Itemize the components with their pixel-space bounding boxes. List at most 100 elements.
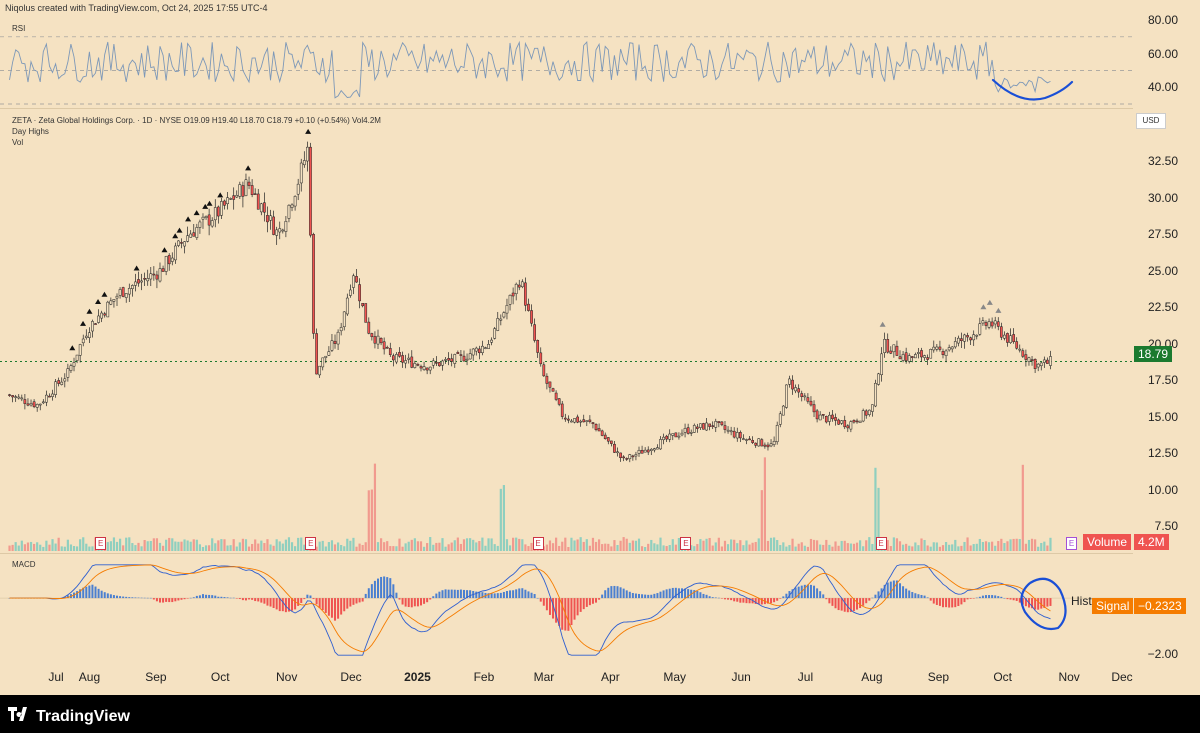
- signal-line: [9, 564, 1051, 653]
- candle-body: [831, 414, 834, 420]
- macd-label: MACD: [12, 560, 36, 569]
- volume-bar: [158, 542, 162, 551]
- macd-histogram-bar: [542, 598, 545, 606]
- macd-histogram-bar: [100, 590, 103, 599]
- macd-histogram-bar: [957, 598, 960, 607]
- volume-bar: [886, 540, 889, 551]
- currency-button[interactable]: USD: [1136, 113, 1166, 129]
- time-axis-label: Aug: [861, 670, 883, 684]
- volume-bar: [220, 539, 223, 551]
- candle-body: [373, 336, 377, 344]
- candle-body: [726, 429, 730, 432]
- volume-bar: [275, 539, 278, 551]
- macd-histogram-bar: [757, 598, 760, 605]
- earnings-badge[interactable]: E: [95, 537, 107, 550]
- candle-body: [395, 354, 398, 363]
- macd-histogram-bar: [548, 598, 551, 615]
- volume-bar: [671, 539, 674, 551]
- tradingview-logo[interactable]: TradingView: [8, 707, 130, 726]
- indicator-volume[interactable]: Vol: [12, 138, 24, 147]
- day-high-marker: [172, 233, 179, 239]
- earnings-badge[interactable]: E: [680, 537, 692, 550]
- volume-bar: [426, 543, 429, 551]
- candle-body: [376, 335, 380, 345]
- volume-bar: [88, 546, 91, 551]
- candle-body: [177, 240, 180, 246]
- pane-separator[interactable]: [0, 108, 1133, 109]
- volume-bar: [429, 537, 432, 551]
- candle-body: [766, 444, 770, 448]
- volume-bar: [1024, 543, 1027, 551]
- volume-bar: [637, 538, 641, 551]
- price-axis-tick: 7.50: [1154, 519, 1178, 534]
- volume-bar: [548, 540, 552, 551]
- macd-histogram-bar: [984, 595, 987, 599]
- candle-body: [361, 303, 365, 307]
- macd-histogram-bar: [174, 598, 177, 602]
- candle-body: [738, 432, 742, 439]
- macd-histogram-bar: [889, 581, 892, 599]
- volume-bar: [972, 544, 975, 551]
- macd-histogram-bar: [834, 598, 837, 609]
- pane-separator[interactable]: [0, 553, 1133, 554]
- volume-bar: [389, 546, 392, 551]
- volume-bar: [217, 540, 220, 551]
- macd-histogram-bar: [180, 598, 183, 600]
- candle-body: [594, 423, 598, 430]
- macd-histogram-bar: [895, 580, 898, 599]
- macd-histogram-bar: [315, 598, 318, 605]
- macd-histogram-bar: [730, 598, 733, 601]
- macd-histogram-bar: [699, 592, 702, 599]
- day-high-marker: [305, 128, 312, 134]
- volume-bar: [650, 539, 653, 551]
- volume-bar: [8, 545, 11, 551]
- volume-bar: [693, 546, 696, 551]
- volume-bar: [72, 546, 76, 551]
- macd-histogram-bar: [567, 598, 570, 631]
- volume-bar: [640, 546, 644, 551]
- volume-bar: [244, 539, 248, 551]
- earnings-badge[interactable]: E: [532, 537, 544, 550]
- volume-bar: [585, 539, 588, 551]
- macd-histogram-bar: [1046, 598, 1049, 607]
- volume-bar: [238, 542, 241, 551]
- volume-bar: [266, 539, 269, 551]
- instrument-title[interactable]: ZETA · Zeta Global Holdings Corp. · 1D ·…: [12, 116, 381, 125]
- macd-histogram-bar: [518, 588, 521, 599]
- instrument-info: ZETA · Zeta Global Holdings Corp. · 1D ·…: [12, 115, 381, 148]
- volume-bar: [806, 546, 809, 551]
- volume-bar: [45, 540, 48, 551]
- macd-histogram-bar: [963, 598, 966, 603]
- time-axis-label: Feb: [473, 670, 495, 684]
- candle-body: [352, 275, 355, 288]
- chart-area[interactable]: Niqolus created with TradingView.com, Oc…: [0, 0, 1200, 695]
- earnings-upcoming-badge[interactable]: E: [1066, 537, 1077, 550]
- macd-histogram-bar: [1049, 598, 1052, 606]
- macd-histogram-bar: [1018, 598, 1021, 603]
- indicator-day-highs[interactable]: Day Highs: [12, 127, 49, 136]
- volume-bar: [1006, 541, 1009, 551]
- macd-histogram-bar: [429, 598, 432, 600]
- volume-bar: [843, 540, 846, 551]
- volume-bar: [914, 542, 917, 551]
- earnings-badge[interactable]: E: [305, 537, 317, 550]
- macd-histogram-bar: [886, 582, 889, 599]
- candle-body: [41, 401, 45, 404]
- candle-body: [788, 378, 791, 385]
- candle-body: [539, 352, 543, 365]
- macd-histogram-bar: [291, 598, 294, 611]
- volume-bar: [1034, 539, 1037, 551]
- macd-histogram-bar: [297, 598, 300, 606]
- candle-body: [665, 435, 668, 440]
- candle-body: [453, 354, 457, 364]
- macd-histogram-bar: [966, 598, 969, 600]
- volume-bar: [714, 542, 717, 551]
- candle-body: [444, 359, 447, 361]
- macd-histogram-bar: [714, 597, 717, 599]
- candle-body: [920, 350, 923, 358]
- volume-bar: [524, 544, 527, 551]
- volume-bar: [496, 545, 499, 551]
- earnings-badge[interactable]: E: [875, 537, 887, 550]
- volume-bar: [290, 542, 294, 551]
- macd-histogram-bar: [278, 598, 281, 612]
